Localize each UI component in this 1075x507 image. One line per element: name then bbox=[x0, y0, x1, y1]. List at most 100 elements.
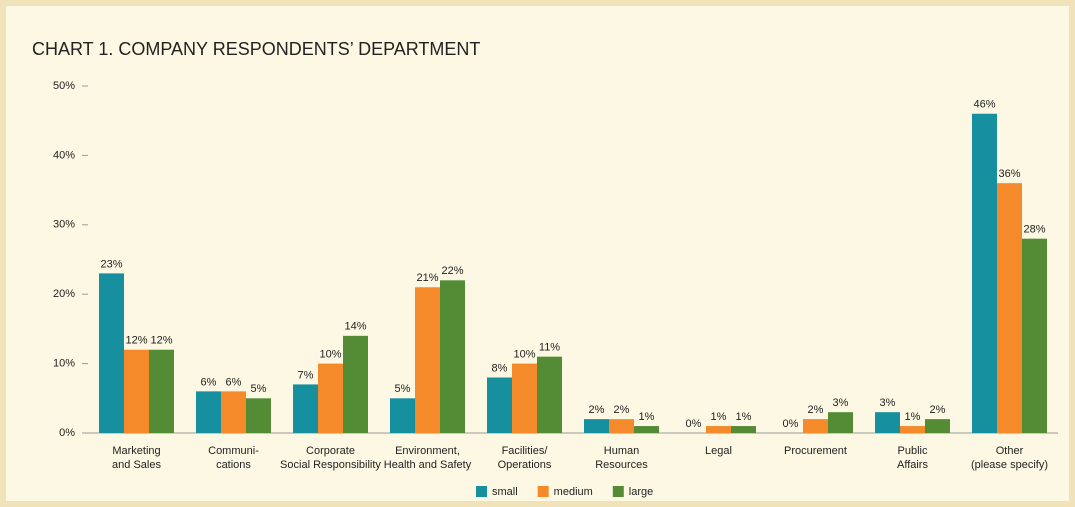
x-tick-label-line: Marketing bbox=[112, 445, 160, 457]
x-tick-label-line: cations bbox=[216, 459, 251, 471]
x-tick-label-line: Human bbox=[604, 445, 639, 457]
value-label: 2% bbox=[614, 404, 630, 416]
y-tick-label: 50% bbox=[53, 80, 75, 92]
x-tick-label-line: Environment, bbox=[395, 445, 460, 457]
bar bbox=[706, 426, 731, 433]
value-label: 8% bbox=[492, 362, 508, 374]
value-label: 28% bbox=[1023, 224, 1045, 236]
y-tick-label: 0% bbox=[59, 427, 75, 439]
value-label: 7% bbox=[298, 369, 314, 381]
x-tick-label-line: Resources bbox=[595, 459, 648, 471]
x-tick-label: Communi-cations bbox=[208, 445, 259, 471]
bar bbox=[221, 391, 246, 433]
bar bbox=[293, 384, 318, 433]
x-tick-label-line: Communi- bbox=[208, 445, 259, 457]
x-tick-label-line: Facilities/ bbox=[502, 445, 549, 457]
bar bbox=[997, 183, 1022, 433]
y-tick-label: 30% bbox=[53, 219, 75, 231]
x-tick-label: Environment, Health and Safety bbox=[384, 445, 472, 471]
bar bbox=[390, 398, 415, 433]
x-tick-label: Human Resources bbox=[595, 445, 648, 471]
bar bbox=[537, 356, 562, 433]
bar bbox=[196, 391, 221, 433]
value-label: 0% bbox=[686, 418, 702, 430]
bar bbox=[900, 426, 925, 433]
bar bbox=[246, 398, 271, 433]
value-label: 0% bbox=[783, 418, 799, 430]
legend-swatch bbox=[612, 486, 624, 497]
bar bbox=[584, 419, 609, 433]
x-tick-label: Corporate Social Responsibility bbox=[280, 445, 381, 471]
x-tick-label-line: Public bbox=[898, 445, 928, 457]
bar bbox=[828, 412, 853, 433]
bar bbox=[875, 412, 900, 433]
legend-label: medium bbox=[554, 486, 593, 498]
value-label: 14% bbox=[344, 321, 366, 333]
value-label: 3% bbox=[880, 397, 896, 409]
legend-swatch bbox=[476, 486, 487, 497]
bar bbox=[343, 335, 368, 433]
value-label: 6% bbox=[201, 376, 217, 388]
y-tick-label: 10% bbox=[53, 358, 75, 370]
value-label: 36% bbox=[998, 168, 1020, 180]
x-tick-label-line: Legal bbox=[705, 445, 732, 457]
x-tick-label-line: Health and Safety bbox=[384, 459, 472, 471]
x-tick-label: Procurement bbox=[784, 445, 847, 457]
value-label: 10% bbox=[513, 349, 535, 361]
x-tick-label-line: Social Responsibility bbox=[280, 459, 381, 471]
x-tick-label: Facilities/Operations bbox=[498, 445, 552, 471]
value-label: 2% bbox=[589, 404, 605, 416]
bar bbox=[731, 426, 756, 433]
y-tick-label: 20% bbox=[53, 288, 75, 300]
x-tick-label: Legal bbox=[705, 445, 732, 457]
value-label: 11% bbox=[539, 342, 560, 354]
value-label: 1% bbox=[639, 411, 655, 423]
legend-label: large bbox=[629, 486, 653, 498]
value-label: 23% bbox=[100, 258, 122, 270]
y-tick-label: 40% bbox=[53, 149, 75, 161]
bar bbox=[512, 363, 537, 433]
value-label: 1% bbox=[736, 411, 752, 423]
value-label: 5% bbox=[395, 383, 411, 395]
value-label: 12% bbox=[125, 335, 147, 347]
value-label: 2% bbox=[808, 404, 824, 416]
value-label: 46% bbox=[973, 99, 995, 111]
bar bbox=[803, 419, 828, 433]
bar bbox=[609, 419, 634, 433]
value-label: 6% bbox=[226, 376, 242, 388]
x-tick-label-line: Corporate bbox=[306, 445, 355, 457]
x-tick-label: Public Affairs bbox=[897, 445, 928, 471]
bar bbox=[415, 287, 440, 433]
bar bbox=[487, 377, 512, 433]
value-label: 22% bbox=[441, 265, 463, 277]
value-label: 1% bbox=[711, 411, 727, 423]
value-label: 5% bbox=[251, 383, 267, 395]
x-tick-label-line: Operations bbox=[498, 459, 552, 471]
x-tick-label-line: Affairs bbox=[897, 459, 928, 471]
value-label: 12% bbox=[150, 335, 172, 347]
legend-label: small bbox=[492, 486, 518, 498]
x-tick-label-line: and Sales bbox=[112, 459, 161, 471]
bar bbox=[124, 349, 149, 433]
x-tick-label: Marketing and Sales bbox=[112, 445, 161, 471]
bar bbox=[925, 419, 950, 433]
bar bbox=[318, 363, 343, 433]
x-tick-label-line: (please specify) bbox=[971, 459, 1048, 471]
value-label: 21% bbox=[416, 272, 438, 284]
bar bbox=[149, 349, 174, 433]
value-label: 3% bbox=[833, 397, 849, 409]
chart-title: CHART 1. COMPANY RESPONDENTS’ DEPARTMENT bbox=[32, 39, 480, 59]
x-tick-label-line: Procurement bbox=[784, 445, 847, 457]
value-label: 2% bbox=[930, 404, 946, 416]
bar bbox=[1022, 238, 1047, 433]
bar bbox=[440, 280, 465, 433]
bar bbox=[972, 113, 997, 433]
value-label: 10% bbox=[319, 349, 341, 361]
bar bbox=[634, 426, 659, 433]
bar bbox=[99, 273, 124, 433]
x-tick-label: Other (please specify) bbox=[971, 445, 1048, 471]
value-label: 1% bbox=[905, 411, 921, 423]
legend-swatch bbox=[537, 486, 549, 497]
x-tick-label-line: Other bbox=[996, 445, 1024, 457]
